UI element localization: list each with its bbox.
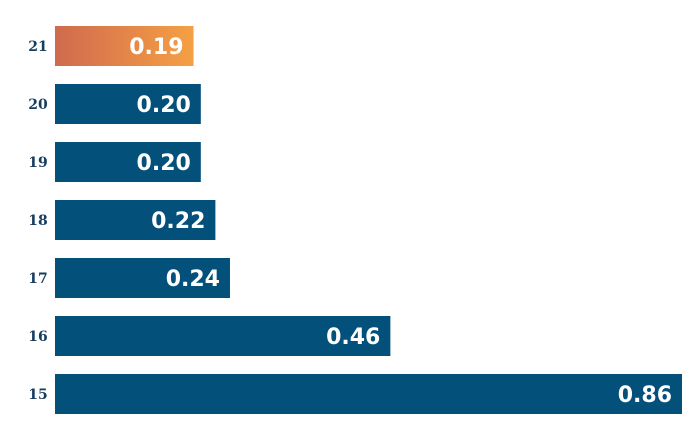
bars-group: [55, 26, 682, 414]
category-label-21: 21: [28, 39, 47, 55]
category-label-18: 18: [28, 213, 47, 229]
bar-20: [55, 84, 201, 124]
category-label-19: 19: [28, 155, 47, 171]
category-label-16: 16: [28, 329, 47, 345]
category-label-20: 20: [28, 97, 48, 113]
category-labels-group: 21 20 19 18 17 16 15: [28, 39, 48, 403]
value-label-16: 0.46: [326, 325, 380, 350]
value-label-19: 0.20: [137, 151, 191, 176]
bar-15: [55, 374, 682, 414]
category-label-15: 15: [28, 387, 47, 403]
value-label-21: 0.19: [129, 35, 183, 60]
value-label-20: 0.20: [137, 93, 191, 118]
value-label-17: 0.24: [166, 267, 220, 292]
bar-16: [55, 316, 391, 356]
value-label-15: 0.86: [618, 383, 672, 408]
category-label-17: 17: [28, 271, 47, 287]
bar-21: [55, 26, 194, 66]
bar-17: [55, 258, 230, 298]
value-labels-group: 0.19 0.20 0.20 0.22 0.24 0.46 0.86: [129, 35, 672, 408]
value-label-18: 0.22: [151, 209, 205, 234]
bar-18: [55, 200, 216, 240]
bar-19: [55, 142, 201, 182]
